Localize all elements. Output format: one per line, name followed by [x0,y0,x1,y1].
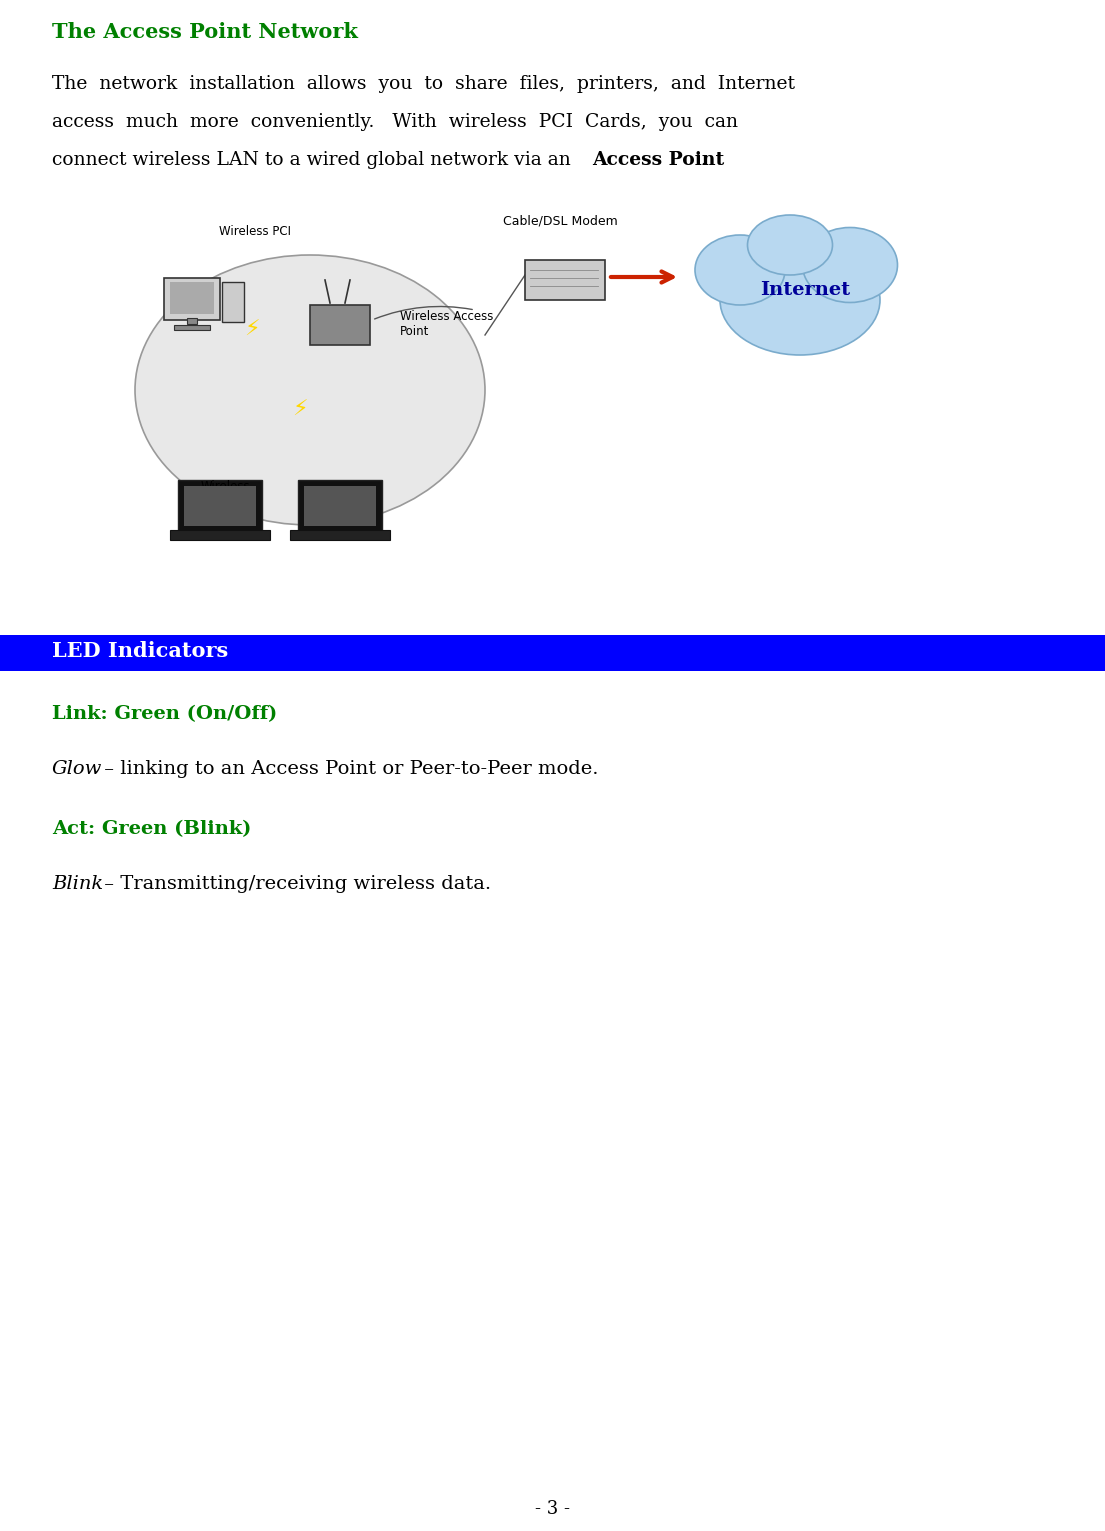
Text: Wireless PCI: Wireless PCI [219,225,291,237]
FancyArrowPatch shape [611,271,673,283]
Ellipse shape [720,245,880,355]
FancyBboxPatch shape [173,325,210,331]
FancyBboxPatch shape [185,485,256,527]
Text: – linking to an Access Point or Peer-to-Peer mode.: – linking to an Access Point or Peer-to-… [98,759,599,778]
Text: Access Point: Access Point [592,152,724,168]
Text: LED Indicators: LED Indicators [52,641,229,661]
Text: Wireless Access
Point: Wireless Access Point [400,309,493,338]
Ellipse shape [135,256,485,525]
Text: connect wireless LAN to a wired global network via an: connect wireless LAN to a wired global n… [52,152,577,168]
FancyBboxPatch shape [304,485,376,527]
FancyBboxPatch shape [525,260,606,300]
Text: .: . [699,152,706,168]
FancyBboxPatch shape [170,530,270,540]
Text: The  network  installation  allows  you  to  share  files,  printers,  and  Inte: The network installation allows you to s… [52,75,794,93]
FancyBboxPatch shape [178,481,262,531]
FancyBboxPatch shape [222,282,244,322]
Ellipse shape [802,228,897,303]
FancyBboxPatch shape [0,635,1105,671]
FancyBboxPatch shape [187,318,197,325]
FancyBboxPatch shape [170,282,214,314]
Text: – Transmitting/receiving wireless data.: – Transmitting/receiving wireless data. [98,876,491,893]
Text: access  much  more  conveniently.   With  wireless  PCI  Cards,  you  can: access much more conveniently. With wire… [52,113,738,132]
Text: ⚡: ⚡ [244,320,260,340]
Text: ⚡: ⚡ [292,400,308,419]
Text: Act: Green (Blink): Act: Green (Blink) [52,821,251,837]
FancyBboxPatch shape [298,481,382,531]
Text: Cable/DSL Modem: Cable/DSL Modem [503,214,618,228]
Text: Wireless
PC Card: Wireless PC Card [200,481,250,508]
Text: - 3 -: - 3 - [535,1500,570,1519]
Ellipse shape [695,234,785,305]
Ellipse shape [747,214,832,276]
Text: Glow: Glow [52,759,103,778]
Text: The Access Point Network: The Access Point Network [52,21,358,41]
Text: Link: Green (On/Off): Link: Green (On/Off) [52,704,277,723]
FancyBboxPatch shape [164,279,220,320]
Text: Blink: Blink [52,876,103,893]
FancyBboxPatch shape [311,305,370,344]
FancyBboxPatch shape [290,530,390,540]
Text: Internet: Internet [760,282,850,299]
